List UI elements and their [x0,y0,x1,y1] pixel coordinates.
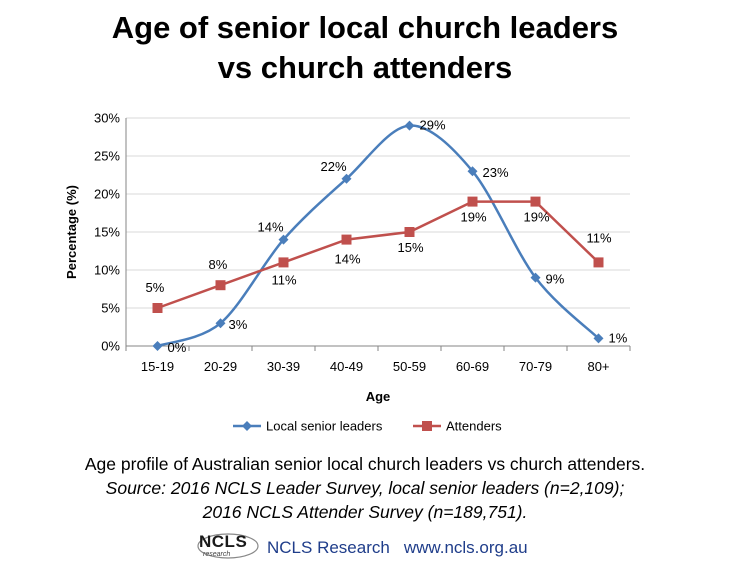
series-point-leaders [278,234,289,245]
y-tick-label: 0% [101,339,120,354]
x-tick-label: 15-19 [141,359,174,374]
y-tick-label: 25% [94,149,120,164]
x-tick-label: 70-79 [519,359,552,374]
legend-label: Local senior leaders [266,419,383,434]
data-label: 22% [321,159,347,174]
y-tick-label: 15% [94,225,120,240]
data-label: 19% [461,210,487,225]
data-label: 23% [483,165,509,180]
y-tick-label: 30% [94,111,120,126]
series-point-attenders [215,280,226,291]
series-point-leaders [530,272,541,283]
series-line-leaders [157,124,600,348]
x-tick-label: 40-49 [330,359,363,374]
series-point-leaders [215,318,226,329]
series-point-leaders [593,333,604,344]
series-point-attenders [341,234,352,245]
footer: NCLS research NCLS Research www.ncls.org… [197,530,528,566]
data-label: 1% [609,330,628,345]
data-label: 5% [146,280,165,295]
data-label: 0% [168,340,187,355]
org-name: NCLS Research [267,538,390,557]
caption-description: Age profile of Australian senior local c… [84,454,646,474]
data-label: 15% [398,240,424,255]
ncls-logo: NCLS research [197,532,259,564]
data-label: 11% [272,272,297,287]
logo-text: NCLS [199,532,248,551]
series-point-leaders [467,166,478,177]
x-tick-label: 80+ [587,359,609,374]
data-label: 8% [209,257,228,272]
data-label: 9% [546,272,565,287]
chart-title-line-1: Age of senior local church leaders [111,10,619,45]
x-tick-label: 50-59 [393,359,426,374]
chart-title: Age of senior local church leaders vs ch… [0,8,730,88]
series-point-attenders [530,196,541,207]
data-label: 14% [258,220,284,235]
chart-title-line-2: vs church attenders [217,50,513,85]
y-axis-title: Percentage (%) [64,185,79,279]
legend-marker [422,421,432,431]
x-axis-title: Age [366,389,391,404]
y-tick-label: 20% [94,187,120,202]
y-tick-label: 10% [94,263,120,278]
x-tick-label: 60-69 [456,359,489,374]
data-label: 3% [229,317,248,332]
data-label: 14% [335,252,361,267]
line-chart: 0% 5% 10% 15% 20% 25% 30% 15-19 20-29 30-39 40-49 5… [64,111,631,434]
x-tick-label: 30-39 [267,359,300,374]
data-label: 11% [587,230,612,245]
caption-source-leader: Source: 2016 NCLS Leader Survey, local s… [105,478,625,498]
legend-label: Attenders [446,419,502,434]
y-tick-label: 5% [101,301,120,316]
website-link[interactable]: www.ncls.org.au [403,538,528,557]
data-label: 29% [420,118,446,133]
series-point-attenders [467,196,478,207]
data-label: 19% [524,210,550,225]
series-point-attenders [593,257,604,268]
series-point-leaders [341,173,352,184]
series-point-attenders [278,257,289,268]
legend-marker [242,421,252,431]
series-line-attenders [157,200,600,310]
x-tick-label: 20-29 [204,359,237,374]
series-point-attenders [152,303,163,313]
caption-source-attender: 2016 NCLS Attender Survey (n=189,751). [202,502,528,522]
logo-subtext: research [203,551,231,558]
series-point-leaders [404,120,415,131]
series-point-leaders [152,341,163,351]
series-point-attenders [404,227,415,237]
